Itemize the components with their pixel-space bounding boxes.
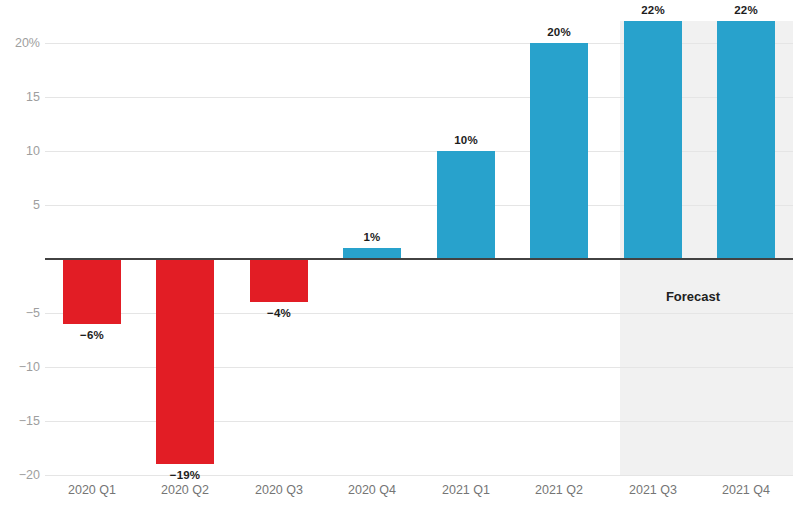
bar-value-label-2020-q1: −6% xyxy=(62,327,122,343)
x-axis-zero-line xyxy=(45,258,793,260)
y-axis-tick-label: 15 xyxy=(0,89,40,105)
y-axis-tick-label: 10 xyxy=(0,143,40,159)
plot-area: Forecast 20% 15 10 5 −5 −10 −15 −20 −6% 2020 Q1 −1… xyxy=(0,0,800,508)
quarterly-growth-bar-chart: Forecast 20% 15 10 5 −5 −10 −15 −20 −6% 2020 Q1 −1… xyxy=(0,0,800,508)
bar-value-label-2020-q3: −4% xyxy=(249,305,309,321)
y-axis-tick-label: 5 xyxy=(0,197,40,213)
bar-2021-q3[interactable] xyxy=(624,21,682,259)
bar-value-label-2021-q3: 22% xyxy=(623,2,683,18)
bar-value-label-2021-q1: 10% xyxy=(436,132,496,148)
bar-2021-q1[interactable] xyxy=(437,151,495,259)
x-axis-label-2020-q2: 2020 Q2 xyxy=(139,482,231,498)
bar-2020-q2[interactable] xyxy=(156,259,214,464)
x-axis-label-2021-q1: 2021 Q1 xyxy=(420,482,512,498)
x-axis-label-2020-q1: 2020 Q1 xyxy=(46,482,138,498)
bar-2020-q1[interactable] xyxy=(63,259,121,324)
bar-value-label-2020-q4: 1% xyxy=(342,229,402,245)
x-axis-label-2020-q4: 2020 Q4 xyxy=(326,482,418,498)
bar-2020-q3[interactable] xyxy=(250,259,308,302)
y-axis-tick-label: 20% xyxy=(0,35,40,51)
bar-2021-q2[interactable] xyxy=(530,43,588,259)
x-axis-label-2021-q2: 2021 Q2 xyxy=(513,482,605,498)
x-axis-label-2021-q4: 2021 Q4 xyxy=(700,482,792,498)
bar-value-label-2020-q2: −19% xyxy=(155,467,215,483)
y-axis-tick-label: −15 xyxy=(0,413,40,429)
bar-value-label-2021-q2: 20% xyxy=(529,24,589,40)
bar-value-label-2021-q4: 22% xyxy=(716,2,776,18)
bar-2021-q4[interactable] xyxy=(717,21,775,259)
forecast-band-label: Forecast xyxy=(633,288,753,306)
y-axis-tick-label: −20 xyxy=(0,467,40,483)
y-axis-tick-label: −5 xyxy=(0,305,40,321)
x-axis-label-2021-q3: 2021 Q3 xyxy=(607,482,699,498)
y-axis-tick-label: −10 xyxy=(0,359,40,375)
x-axis-label-2020-q3: 2020 Q3 xyxy=(233,482,325,498)
